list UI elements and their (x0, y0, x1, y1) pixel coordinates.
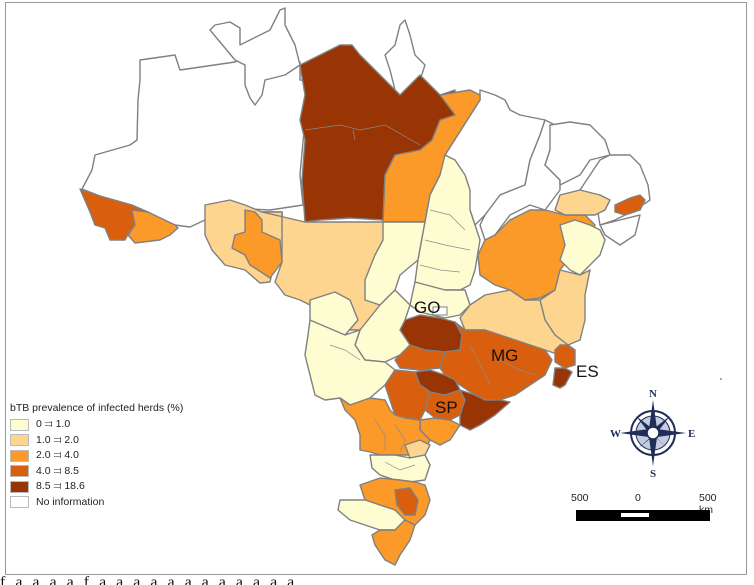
state-label-go: GO (414, 298, 441, 317)
scale-bar-segment (621, 513, 649, 517)
legend-label: 2.0 ⫤ 4.0 (36, 449, 79, 462)
legend-swatch (10, 480, 29, 493)
region-es-south (552, 367, 573, 389)
compass-rose-icon: N S W E (608, 388, 698, 480)
region-es-north (554, 344, 576, 369)
region-pr-light (404, 439, 431, 459)
region-roraima (209, 7, 301, 106)
legend-swatch (10, 418, 29, 431)
region-acre-east (127, 209, 179, 244)
region-sp-dark-east (459, 389, 511, 431)
region-bahia-south (539, 269, 591, 346)
region-sergipe-dark (614, 194, 646, 216)
caption-text: f a a a a f a a a a a a a a a a a a (0, 576, 298, 585)
legend-label: 0 ⫤ 1.0 (36, 418, 71, 431)
scale-bar: 500 0 500 km (571, 492, 731, 521)
scale-bar-graphic (576, 510, 710, 521)
compass-n: N (649, 388, 657, 400)
region-tocantins (414, 154, 481, 291)
legend-label: 1.0 ⫤ 2.0 (36, 433, 79, 446)
region-rondonia-inner (231, 209, 283, 279)
legend-item: 8.5 ⫤ 18.6 (10, 479, 250, 495)
legend-item: 0 ⫤ 1.0 (10, 417, 250, 433)
caption-cutoff: f a a a a f a a a a a a a a a a a a (0, 576, 754, 585)
legend-label: No information (36, 496, 105, 509)
island-dot (720, 378, 722, 380)
legend-swatch (10, 434, 29, 447)
legend-label: 8.5 ⫤ 18.6 (36, 480, 85, 493)
region-tmg (394, 344, 446, 371)
legend-swatch (10, 496, 29, 509)
compass-w: W (610, 428, 621, 440)
scale-label-mid: 0 (635, 492, 641, 504)
compass-e: E (688, 428, 695, 440)
region-sc (369, 454, 431, 483)
region-df (432, 306, 448, 316)
state-label-es: ES (576, 362, 599, 381)
state-label-mg: MG (491, 346, 519, 365)
legend: bTB prevalence of infected herds (%) 0 ⫤… (10, 402, 250, 510)
region-bahia-light (554, 189, 611, 216)
legend-item: 2.0 ⫤ 4.0 (10, 448, 250, 464)
region-alagoas (599, 214, 641, 246)
region-goias-north (409, 281, 471, 319)
legend-label: 4.0 ⫤ 8.5 (36, 464, 79, 477)
legend-item: 4.0 ⫤ 8.5 (10, 464, 250, 480)
scale-label-left: 500 (571, 492, 589, 504)
legend-title: bTB prevalence of infected herds (%) (10, 402, 184, 414)
state-label-sp: SP (435, 398, 458, 417)
region-bahia-yellow (559, 219, 606, 276)
region-rs-dark (394, 487, 419, 516)
legend-swatch (10, 449, 29, 462)
legend-item: 1.0 ⫤ 2.0 (10, 433, 250, 449)
legend-swatch (10, 465, 29, 478)
legend-item: No information (10, 495, 250, 511)
region-rs-south (371, 519, 416, 566)
region-ceara (544, 121, 611, 186)
compass-s: S (650, 468, 656, 478)
